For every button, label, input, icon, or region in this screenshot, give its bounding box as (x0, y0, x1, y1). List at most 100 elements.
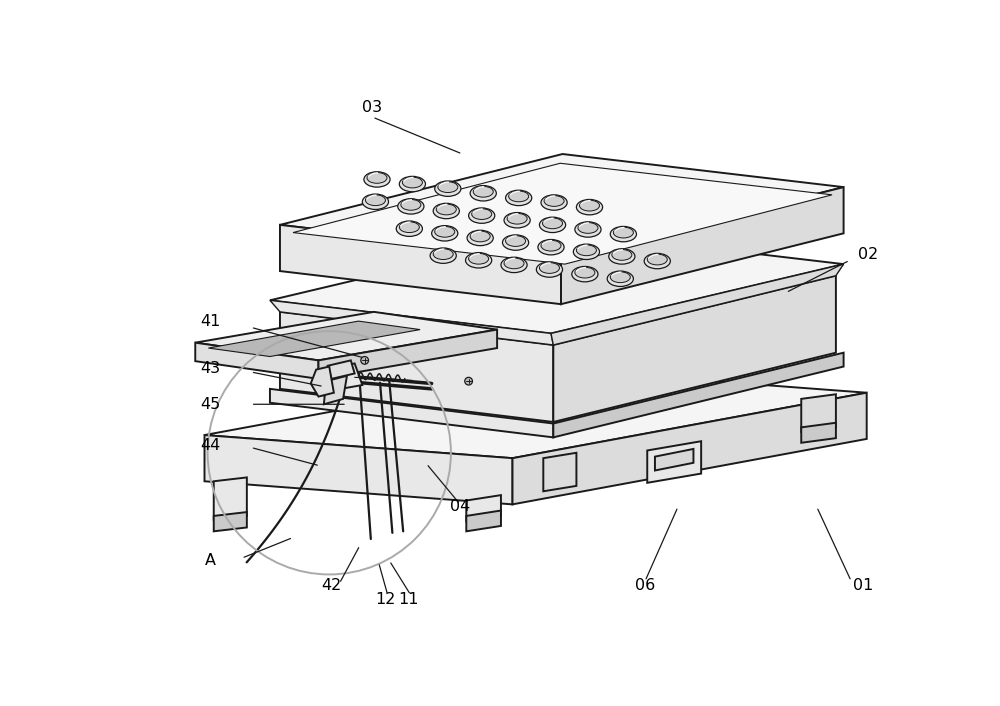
Ellipse shape (539, 263, 559, 273)
Text: 43: 43 (201, 361, 221, 376)
Polygon shape (655, 449, 693, 470)
Ellipse shape (543, 218, 563, 229)
Ellipse shape (432, 226, 458, 241)
Ellipse shape (472, 209, 492, 220)
Ellipse shape (538, 239, 564, 255)
Ellipse shape (438, 181, 458, 193)
Ellipse shape (399, 222, 419, 232)
Ellipse shape (502, 235, 529, 250)
Ellipse shape (470, 186, 496, 201)
Circle shape (465, 377, 472, 385)
Ellipse shape (367, 172, 387, 184)
Ellipse shape (504, 258, 524, 269)
Text: 42: 42 (321, 578, 342, 593)
Polygon shape (466, 510, 501, 532)
Ellipse shape (544, 196, 564, 206)
Polygon shape (293, 163, 832, 264)
Ellipse shape (396, 221, 422, 237)
Ellipse shape (541, 195, 567, 210)
Ellipse shape (607, 271, 633, 287)
Text: 04: 04 (450, 499, 470, 514)
Ellipse shape (536, 262, 563, 277)
Polygon shape (466, 495, 501, 521)
Ellipse shape (644, 253, 670, 269)
Polygon shape (280, 312, 553, 422)
Polygon shape (553, 353, 844, 438)
Polygon shape (320, 364, 362, 391)
Polygon shape (512, 393, 867, 504)
Polygon shape (311, 366, 334, 397)
Ellipse shape (469, 208, 495, 223)
Polygon shape (195, 342, 318, 379)
Ellipse shape (539, 217, 566, 232)
Ellipse shape (469, 253, 489, 264)
Ellipse shape (578, 222, 598, 233)
Ellipse shape (466, 253, 492, 268)
Polygon shape (205, 435, 512, 504)
Ellipse shape (575, 222, 601, 237)
Ellipse shape (609, 249, 635, 264)
Ellipse shape (573, 244, 600, 260)
Ellipse shape (541, 240, 561, 251)
Ellipse shape (362, 194, 389, 210)
Ellipse shape (647, 254, 667, 265)
Ellipse shape (613, 227, 633, 238)
Polygon shape (801, 423, 836, 443)
Ellipse shape (610, 272, 630, 282)
Ellipse shape (612, 249, 632, 261)
Ellipse shape (506, 190, 532, 205)
Polygon shape (280, 154, 844, 258)
Text: 03: 03 (362, 100, 382, 115)
Polygon shape (543, 453, 576, 491)
Ellipse shape (473, 186, 493, 197)
Ellipse shape (572, 266, 598, 282)
Ellipse shape (398, 198, 424, 214)
Polygon shape (208, 321, 420, 357)
Polygon shape (205, 370, 867, 458)
Ellipse shape (436, 204, 456, 215)
Polygon shape (553, 275, 836, 422)
Polygon shape (551, 264, 844, 345)
Polygon shape (328, 360, 355, 379)
Text: 01: 01 (853, 578, 873, 593)
Ellipse shape (576, 245, 596, 256)
Ellipse shape (435, 227, 455, 237)
Polygon shape (561, 187, 844, 304)
Polygon shape (318, 330, 497, 379)
Text: 06: 06 (635, 578, 655, 593)
Ellipse shape (433, 203, 459, 219)
Ellipse shape (507, 213, 527, 224)
Ellipse shape (501, 257, 527, 273)
Ellipse shape (467, 230, 493, 246)
Polygon shape (801, 394, 836, 432)
Text: 41: 41 (200, 314, 221, 330)
Polygon shape (214, 512, 247, 532)
Ellipse shape (576, 200, 603, 215)
Circle shape (361, 357, 369, 364)
Text: 12: 12 (375, 592, 396, 606)
Polygon shape (647, 441, 701, 483)
Ellipse shape (365, 195, 385, 205)
Ellipse shape (579, 201, 600, 211)
Polygon shape (270, 231, 844, 333)
Ellipse shape (575, 267, 595, 278)
Ellipse shape (506, 236, 526, 246)
Ellipse shape (610, 227, 636, 241)
Polygon shape (214, 477, 247, 520)
Ellipse shape (504, 213, 530, 228)
Ellipse shape (402, 177, 422, 188)
Text: A: A (205, 553, 216, 568)
Ellipse shape (470, 231, 490, 241)
Text: 44: 44 (201, 438, 221, 453)
Ellipse shape (430, 248, 456, 263)
Polygon shape (280, 243, 836, 345)
Ellipse shape (433, 249, 453, 260)
Polygon shape (280, 225, 561, 304)
Polygon shape (195, 312, 497, 360)
Polygon shape (270, 389, 553, 438)
Ellipse shape (509, 191, 529, 202)
Ellipse shape (401, 200, 421, 210)
Text: 11: 11 (398, 592, 419, 606)
Ellipse shape (399, 176, 425, 192)
Ellipse shape (435, 181, 461, 196)
